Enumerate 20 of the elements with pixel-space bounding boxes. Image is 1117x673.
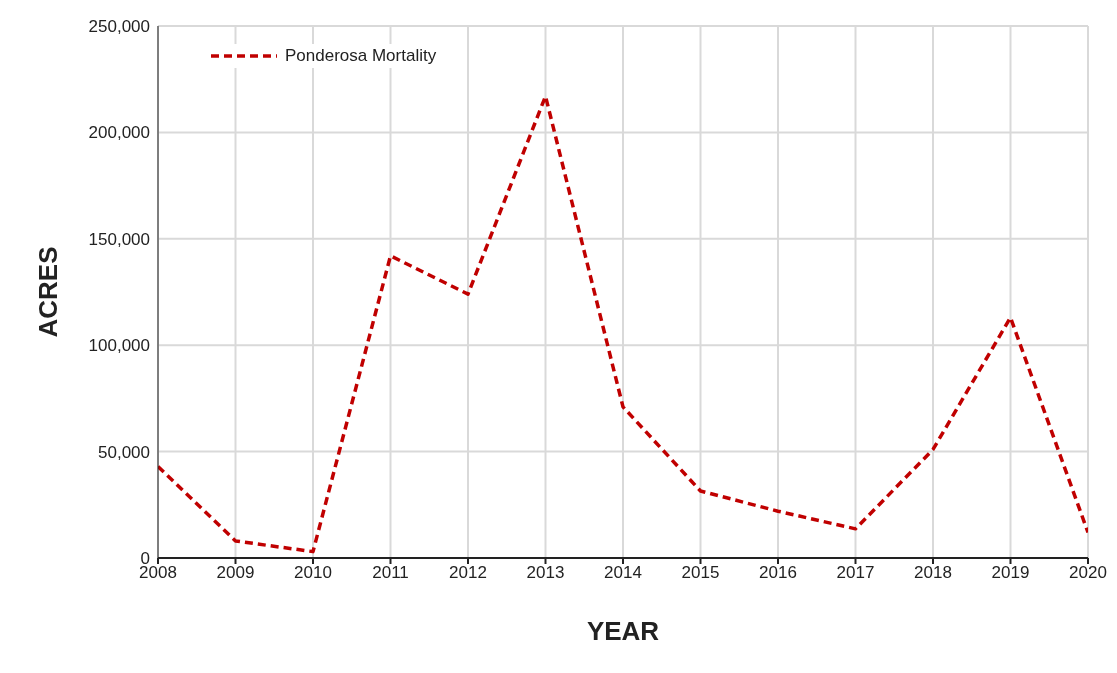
x-tick-label: 2020 — [1069, 563, 1107, 583]
x-tick-label: 2009 — [216, 563, 255, 583]
y-tick-label: 50,000 — [98, 442, 150, 462]
x-tick-label: 2018 — [914, 563, 952, 583]
legend-label: Ponderosa Mortality — [285, 46, 437, 66]
x-tick-label: 2010 — [294, 563, 332, 583]
x-tick-label: 2015 — [681, 563, 720, 583]
x-tick-label: 2017 — [836, 563, 875, 583]
x-tick-label: 2019 — [991, 563, 1030, 583]
y-tick-label: 100,000 — [88, 336, 150, 356]
y-tick-label: 250,000 — [88, 17, 150, 37]
y-tick-label: 150,000 — [88, 229, 150, 249]
x-tick-label: 2016 — [759, 563, 797, 583]
x-axis-title: YEAR — [586, 616, 660, 646]
x-tick-label: 2014 — [604, 563, 642, 583]
y-axis-title: ACRES — [33, 246, 64, 338]
y-tick-label: 200,000 — [88, 123, 150, 143]
x-tick-label: 2011 — [372, 563, 409, 583]
x-tick-label: 2013 — [526, 563, 565, 583]
x-tick-label: 2012 — [449, 563, 487, 583]
